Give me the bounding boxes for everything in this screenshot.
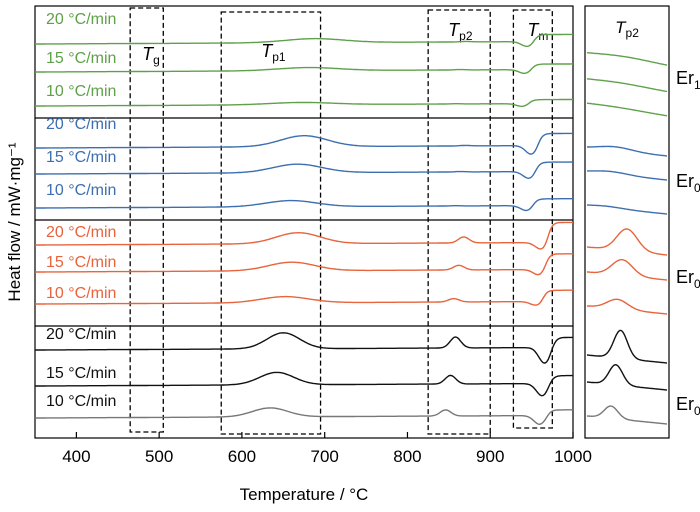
dsc-curve — [35, 407, 573, 426]
region-box — [220, 11, 322, 435]
x-tick-label: 900 — [476, 447, 504, 466]
dsc-curve — [35, 198, 573, 212]
inset-curve — [587, 145, 668, 157]
inset-title-main: T — [615, 18, 627, 37]
x-tick-label: 1000 — [554, 447, 592, 466]
dsc-curve — [35, 289, 573, 306]
main-curves — [35, 33, 573, 426]
inset-curve — [586, 298, 668, 315]
dsc-curve — [35, 253, 573, 276]
inset-curve — [587, 259, 668, 281]
region-box — [129, 7, 164, 433]
rate-label: 10 °C/min — [46, 182, 116, 199]
region-boxes: Tg Tp1 Tp2 Tm — [129, 7, 553, 435]
rate-labels: 20 °C/min 15 °C/min 10 °C/min 20 °C/min 15 °… — [46, 11, 116, 410]
region-label: Tp1 — [261, 41, 286, 64]
dsc-curve — [35, 132, 573, 155]
inset-curve — [586, 52, 668, 66]
dsc-curve — [35, 33, 573, 48]
inset-curve — [586, 228, 668, 256]
inset-title: Tp2 — [615, 18, 639, 40]
rate-label: 10 °C/min — [46, 83, 116, 100]
region-box — [427, 9, 491, 435]
inset-curve — [587, 170, 668, 181]
rate-label: 10 °C/min — [46, 393, 116, 410]
inset-curve — [586, 329, 668, 364]
region-label: Tp2 — [448, 20, 473, 43]
region-label: Tm — [527, 20, 548, 43]
inset-title-sub: p2 — [626, 26, 640, 40]
rate-label: 10 °C/min — [46, 285, 116, 302]
dsc-curve — [35, 98, 573, 108]
x-tick-label: 600 — [228, 447, 256, 466]
group-label: Er1.2 — [676, 68, 700, 92]
inset-curve — [586, 405, 668, 425]
dsc-curve — [35, 63, 573, 74]
inset-curve — [586, 204, 668, 215]
dsc-curve — [35, 161, 573, 180]
rate-label: 20 °C/min — [46, 326, 116, 343]
x-tick-label: 400 — [62, 447, 90, 466]
rate-label: 15 °C/min — [46, 365, 116, 382]
rate-label: 20 °C/min — [46, 116, 116, 133]
x-axis-ticks: 400 500 600 700 800 900 1000 — [62, 432, 592, 466]
group-label: Er0 — [676, 394, 700, 418]
inset-curve — [586, 363, 668, 391]
x-tick-label: 500 — [145, 447, 173, 466]
rate-label: 20 °C/min — [46, 11, 116, 28]
inset-curve — [586, 78, 668, 93]
dsc-curve — [35, 221, 573, 250]
x-tick-label: 800 — [393, 447, 421, 466]
inset-curve — [586, 102, 668, 117]
inset-curves — [586, 52, 668, 425]
group-label: Er0.8 — [676, 171, 700, 195]
x-axis-label: Temperature / °C — [240, 485, 369, 504]
y-axis-label: Heat flow / mW·mg⁻¹ — [5, 142, 24, 301]
dsc-curve — [35, 332, 573, 364]
inset-plot-frame — [584, 5, 670, 439]
group-labels: Er1.2 Er0.8 Er0.4 Er0 — [676, 68, 700, 418]
rate-label: 15 °C/min — [46, 254, 116, 271]
dsc-curve — [35, 371, 573, 397]
rate-label: 20 °C/min — [46, 224, 116, 241]
rate-label: 15 °C/min — [46, 149, 116, 166]
group-label: Er0.4 — [676, 267, 700, 291]
x-tick-label: 700 — [311, 447, 339, 466]
region-label: Tg — [142, 44, 160, 67]
region-box — [512, 9, 553, 429]
rate-label: 15 °C/min — [46, 50, 116, 67]
